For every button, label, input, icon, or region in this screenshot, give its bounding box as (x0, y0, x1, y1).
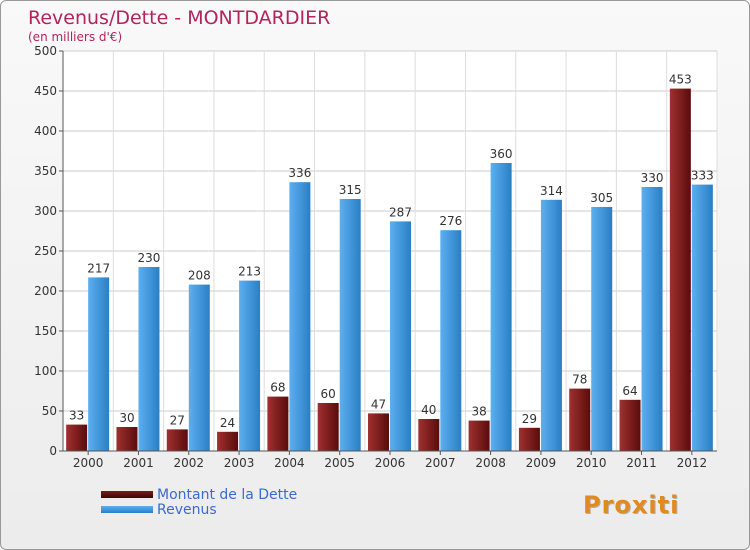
legend-label-revenus: Revenus (157, 501, 217, 518)
ytick-label-200: 200 (34, 284, 57, 298)
bar-label-revenus-2002: 208 (188, 269, 211, 283)
bar-dette-2002 (166, 429, 188, 451)
ytick-label-250: 250 (34, 244, 57, 258)
bar-revenus-2002 (188, 284, 210, 451)
bar-dette-2007 (418, 419, 440, 451)
ytick-label-150: 150 (34, 324, 57, 338)
xtick-label-2001: 2001 (123, 456, 154, 470)
bar-label-dette-2012: 453 (669, 73, 692, 87)
legend-label-dette: Montant de la Dette (157, 486, 298, 503)
bar-dette-2001 (116, 427, 138, 451)
ytick-label-0: 0 (49, 444, 57, 458)
legend-item-revenus: Revenus (101, 501, 297, 518)
xtick-label-2010: 2010 (576, 456, 607, 470)
bar-revenus-2003 (239, 280, 261, 451)
bar-dette-2009 (518, 427, 540, 451)
bar-dette-2005 (317, 403, 339, 451)
bar-revenus-2005 (339, 199, 361, 451)
bar-label-revenus-2010: 305 (590, 191, 613, 205)
bar-label-revenus-2012: 333 (691, 169, 714, 183)
ytick-label-50: 50 (42, 404, 57, 418)
bar-revenus-2012 (691, 184, 713, 451)
ytick-label-450: 450 (34, 84, 57, 98)
bar-label-dette-2008: 38 (471, 405, 486, 419)
xtick-label-2005: 2005 (324, 456, 355, 470)
bar-label-dette-2003: 24 (220, 416, 235, 430)
bar-label-dette-2001: 30 (119, 411, 134, 425)
bar-label-revenus-2007: 276 (439, 214, 462, 228)
bar-label-dette-2007: 40 (421, 403, 436, 417)
legend-item-dette: Montant de la Dette (101, 486, 298, 503)
legend-swatch-dette (101, 491, 153, 498)
ytick-label-100: 100 (34, 364, 57, 378)
bar-revenus-2004 (289, 182, 311, 451)
chart-subtitle: (en milliers d'€) (28, 30, 123, 44)
bar-label-dette-2009: 29 (522, 412, 537, 426)
ytick-label-400: 400 (34, 124, 57, 138)
bar-revenus-2000 (88, 277, 110, 451)
bar-label-dette-2000: 33 (69, 409, 84, 423)
legend: Montant de la Dette Revenus (101, 486, 298, 518)
bar-revenus-2011 (641, 187, 663, 451)
bar-label-revenus-2005: 315 (339, 183, 362, 197)
bar-revenus-2001 (138, 267, 160, 451)
bar-dette-2008 (468, 420, 490, 451)
xtick-label-2006: 2006 (375, 456, 406, 470)
bar-dette-2004 (267, 396, 289, 451)
bar-revenus-2010 (591, 207, 613, 451)
xtick-label-2000: 2000 (73, 456, 104, 470)
proxiti-logo: Proxiti (583, 491, 680, 519)
ytick-label-500: 500 (34, 44, 57, 58)
bar-revenus-2009 (540, 199, 562, 451)
bar-dette-2000 (66, 424, 88, 451)
xtick-label-2002: 2002 (173, 456, 204, 470)
bar-label-revenus-2011: 330 (641, 171, 664, 185)
bar-dette-2006 (368, 413, 389, 451)
chart-title: Revenus/Dette - MONTDARDIER (28, 7, 331, 29)
bar-dette-2010 (569, 388, 591, 451)
bar-label-revenus-2004: 336 (288, 166, 311, 180)
bar-label-revenus-2009: 314 (540, 184, 563, 198)
bar-revenus-2008 (490, 163, 512, 451)
bar-label-dette-2006: 47 (371, 397, 386, 411)
bar-label-revenus-2006: 287 (389, 205, 412, 219)
bar-label-dette-2010: 78 (572, 373, 587, 387)
bar-revenus-2006 (390, 221, 411, 451)
xtick-label-2008: 2008 (475, 456, 506, 470)
bar-label-dette-2002: 27 (170, 413, 185, 427)
bar-dette-2003 (217, 431, 239, 451)
legend-swatch-revenus (101, 506, 153, 513)
xtick-label-2009: 2009 (526, 456, 557, 470)
bar-revenus-2007 (440, 230, 462, 451)
bar-dette-2011 (619, 399, 641, 451)
xtick-label-2012: 2012 (677, 456, 708, 470)
bar-label-revenus-2000: 217 (87, 261, 110, 275)
ytick-label-300: 300 (34, 204, 57, 218)
xtick-label-2003: 2003 (224, 456, 255, 470)
ytick-label-350: 350 (34, 164, 57, 178)
bar-label-dette-2004: 68 (270, 381, 285, 395)
bar-label-revenus-2001: 230 (138, 251, 161, 265)
xtick-label-2007: 2007 (425, 456, 456, 470)
bar-label-revenus-2003: 213 (238, 265, 261, 279)
xtick-label-2004: 2004 (274, 456, 305, 470)
bar-label-dette-2011: 64 (622, 384, 637, 398)
bar-label-dette-2005: 60 (321, 387, 336, 401)
bar-label-revenus-2008: 360 (490, 147, 513, 161)
xtick-label-2011: 2011 (626, 456, 657, 470)
bar-dette-2012 (669, 88, 691, 451)
